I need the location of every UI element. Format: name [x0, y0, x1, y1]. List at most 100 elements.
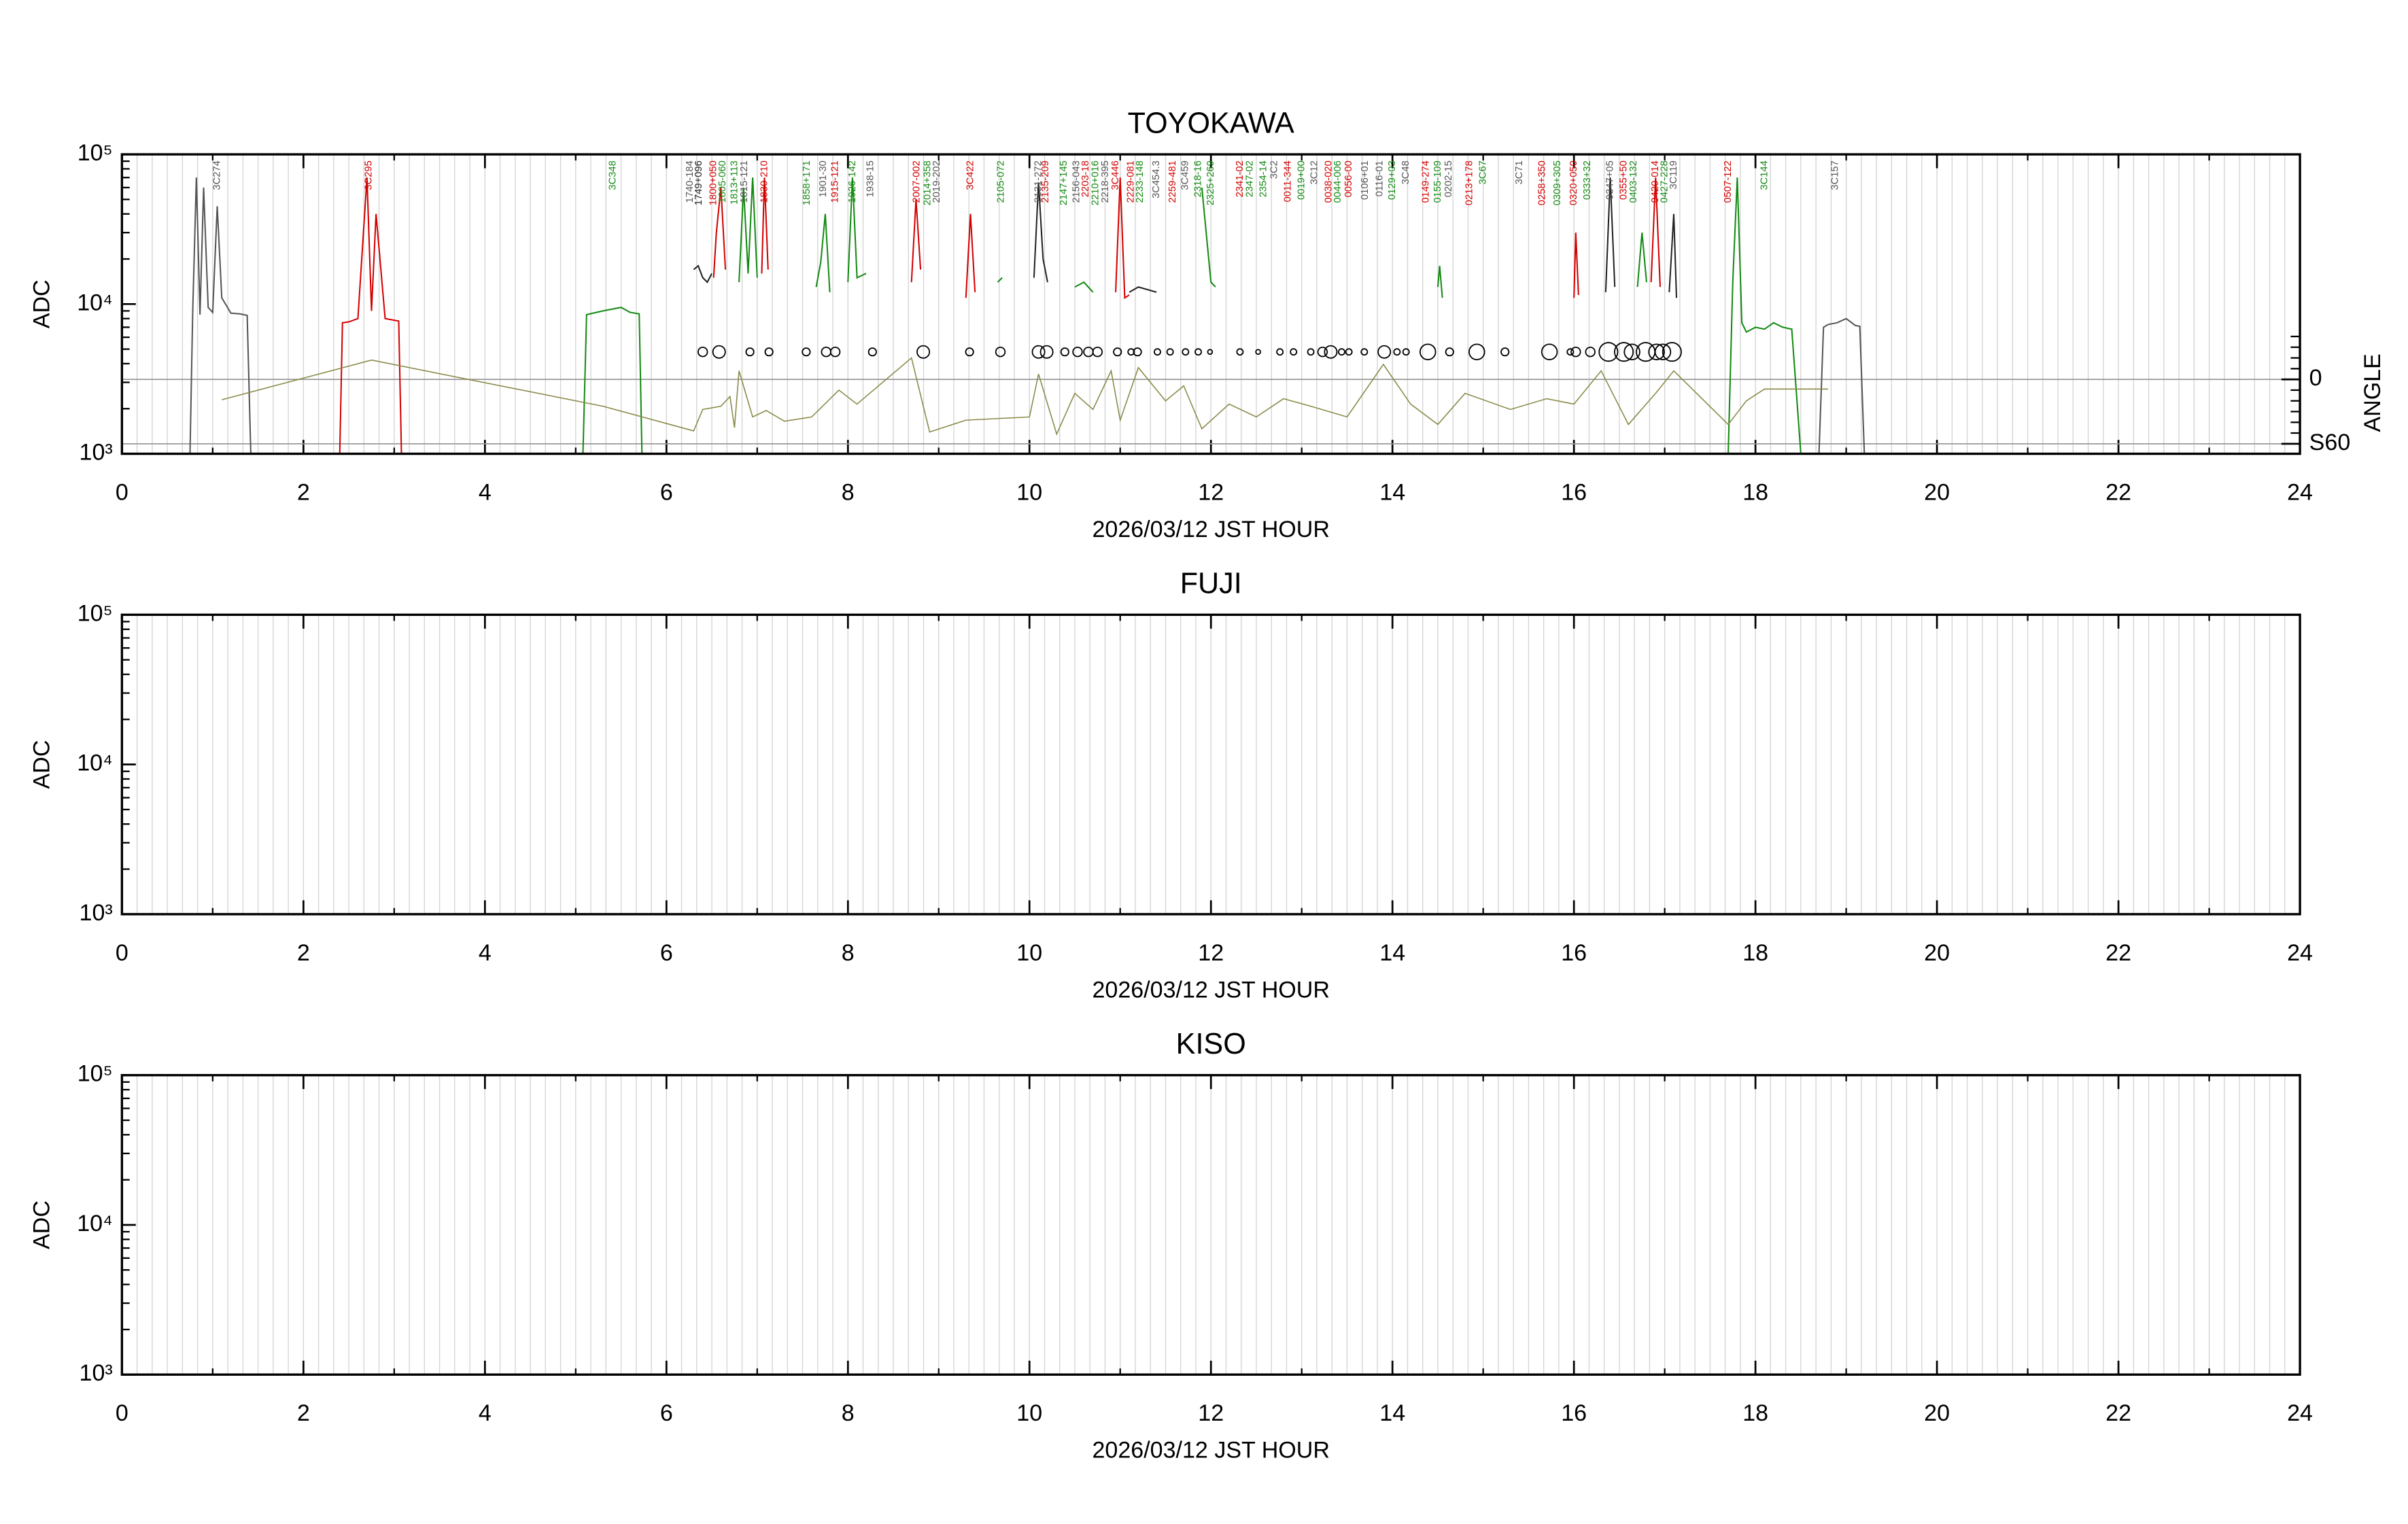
source-label: 2354-14 [1258, 160, 1269, 197]
source-marker [802, 347, 811, 357]
source-label: 0202-15 [1443, 160, 1454, 197]
source-label: 0149-274 [1420, 160, 1431, 203]
source-label: 2325+269 [1205, 160, 1216, 205]
y-axis-label: ADC [29, 279, 55, 328]
source-label: 3C274 [211, 160, 222, 190]
source-label: 0106+01 [1360, 160, 1371, 200]
source-marker [1133, 347, 1142, 357]
x-tick-label: 16 [1561, 480, 1587, 506]
y2-tick-label: S60 [2309, 430, 2351, 455]
source-label: 0019+00 [1296, 160, 1307, 200]
source-label: 0011-344 [1283, 160, 1294, 202]
y-axis-label: ADC [29, 740, 55, 789]
x-tick-label: 24 [2287, 480, 2313, 506]
adc-line [693, 264, 712, 283]
source-marker [697, 346, 708, 358]
source-label: 2347-02 [1245, 160, 1256, 197]
source-label: 3C2 [1269, 160, 1280, 179]
y-tick-label: 10³ [80, 900, 113, 926]
x-tick-label: 2 [297, 480, 310, 506]
x-tick-label: 14 [1379, 1400, 1405, 1426]
adc-line [847, 177, 867, 283]
source-label: 2318-16 [1192, 160, 1203, 197]
source-marker [1566, 348, 1575, 356]
x-tick-label: 20 [1924, 940, 1950, 966]
source-label: 3C157 [1830, 160, 1841, 190]
source-marker [1345, 348, 1353, 356]
x-tick-label: 4 [479, 1400, 492, 1426]
source-label: 2014+358 [923, 160, 933, 205]
x-axis-label: 2026/03/12 JST HOUR [1092, 517, 1329, 542]
source-label: 0320+050 [1568, 160, 1579, 205]
source-label: 0355+50 [1618, 160, 1629, 200]
source-label: 0038-020 [1324, 160, 1335, 203]
adc-line [189, 177, 252, 454]
x-axis-label: 2026/03/12 JST HOUR [1092, 1438, 1329, 1464]
source-marker [1337, 348, 1345, 356]
source-marker [1468, 343, 1485, 360]
source-marker [1445, 347, 1454, 357]
source-marker [829, 346, 841, 358]
source-label: 3C295 [363, 160, 374, 190]
source-marker [1060, 347, 1069, 357]
source-marker [965, 347, 974, 357]
source-label: 1749+096 [693, 160, 704, 205]
source-marker [764, 347, 774, 357]
source-marker [1598, 342, 1619, 362]
x-tick-label: 20 [1924, 480, 1950, 506]
y-tick-label: 10⁴ [77, 750, 113, 776]
source-marker [995, 346, 1006, 358]
x-tick-label: 22 [2105, 480, 2131, 506]
source-marker [1377, 345, 1392, 359]
plot-frame [120, 153, 2301, 455]
source-label: 0044-006 [1332, 160, 1343, 203]
source-label: 1926-142 [847, 160, 858, 203]
adc-line [1573, 232, 1579, 298]
source-marker [1154, 348, 1161, 356]
source-marker [1092, 346, 1103, 358]
source-label: 3C71 [1514, 160, 1525, 184]
source-marker [1236, 348, 1244, 356]
adc-line [738, 177, 758, 283]
x-tick-label: 24 [2287, 1400, 2313, 1426]
adc-line [1668, 213, 1678, 298]
source-marker [1072, 346, 1083, 358]
source-label: 2019-202 [931, 160, 942, 203]
source-marker [1031, 345, 1046, 359]
source-marker [1614, 342, 1634, 362]
x-tick-label: 22 [2105, 940, 2131, 966]
x-tick-label: 22 [2105, 1400, 2131, 1426]
x-tick-label: 6 [660, 480, 673, 506]
source-marker [1570, 346, 1581, 358]
source-label: 3C454.3 [1151, 160, 1162, 198]
source-label: 3C348 [607, 160, 618, 190]
adc-line [815, 213, 831, 292]
x-tick-label: 10 [1016, 480, 1042, 506]
x-axis-label: 2026/03/12 JST HOUR [1092, 977, 1329, 1003]
adc-line [1033, 182, 1048, 283]
source-marker [1402, 348, 1410, 356]
source-marker [1662, 342, 1682, 362]
source-marker [1039, 345, 1054, 359]
source-marker [1623, 343, 1640, 360]
source-label: 1813+113 [729, 160, 740, 205]
source-label: 0309+305 [1552, 160, 1563, 205]
source-marker [1255, 349, 1261, 356]
source-label: 2131-272 [1033, 160, 1044, 203]
x-tick-label: 0 [116, 1400, 128, 1426]
y-axis-label: ADC [29, 1200, 55, 1249]
source-marker [1276, 348, 1284, 356]
adc-line [339, 177, 402, 454]
source-label: 2147+145 [1059, 160, 1069, 205]
source-label: 2259-481 [1167, 160, 1178, 203]
source-label: 0403-132 [1628, 160, 1639, 203]
x-tick-label: 8 [842, 940, 855, 966]
source-label: 2233-148 [1135, 160, 1146, 203]
adc-line [1074, 281, 1094, 293]
x-tick-label: 2 [297, 1400, 310, 1426]
x-tick-label: 14 [1379, 940, 1405, 966]
source-marker [1500, 347, 1510, 357]
source-label: 2007-002 [912, 160, 923, 203]
source-marker [916, 345, 931, 359]
x-tick-label: 12 [1198, 940, 1224, 966]
